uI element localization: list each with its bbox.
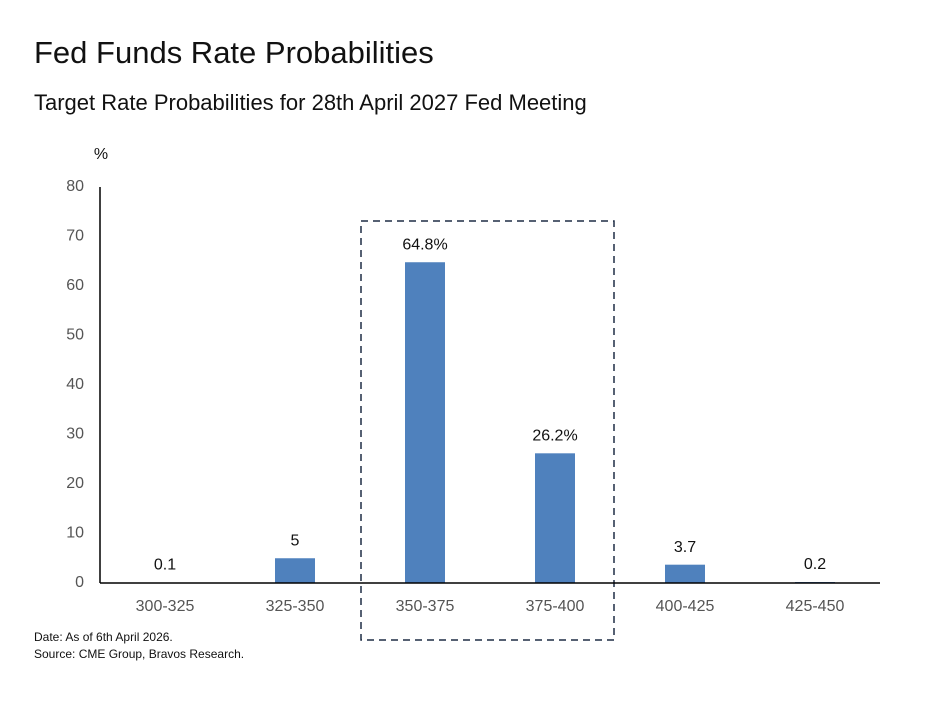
bar (275, 558, 315, 583)
y-tick-label: 80 (66, 178, 84, 195)
value-label: 3.7 (674, 539, 696, 556)
value-label: 5 (291, 532, 300, 549)
value-label: 0.2 (804, 556, 826, 573)
bar (405, 262, 445, 583)
y-tick-label: 0 (75, 574, 84, 591)
note: Source: CME Group, Bravos Research. (34, 647, 244, 661)
x-tick-label: 425-450 (786, 598, 845, 615)
y-axis-label: % (94, 146, 108, 163)
chart-title: Fed Funds Rate Probabilities (34, 35, 434, 70)
x-tick-label: 350-375 (396, 598, 455, 615)
y-tick-label: 10 (66, 525, 84, 542)
x-tick-label: 300-325 (136, 598, 195, 615)
y-tick-label: 50 (66, 327, 84, 344)
chart-subtitle: Target Rate Probabilities for 28th April… (34, 90, 587, 115)
y-tick-label: 40 (66, 376, 84, 393)
y-tick-label: 20 (66, 475, 84, 492)
x-tick-label: 325-350 (266, 598, 325, 615)
x-tick-label: 400-425 (656, 598, 715, 615)
y-tick-label: 60 (66, 277, 84, 294)
x-tick-label: 375-400 (526, 598, 585, 615)
y-tick-label: 30 (66, 426, 84, 443)
value-label: 0.1 (154, 557, 176, 574)
y-tick-label: 70 (66, 228, 84, 245)
note: Date: As of 6th April 2026. (34, 630, 173, 644)
bar (535, 453, 575, 583)
highlight-box (360, 220, 615, 641)
value-label: 64.8% (402, 236, 447, 253)
value-label: 26.2% (532, 428, 577, 445)
bar (665, 564, 705, 583)
